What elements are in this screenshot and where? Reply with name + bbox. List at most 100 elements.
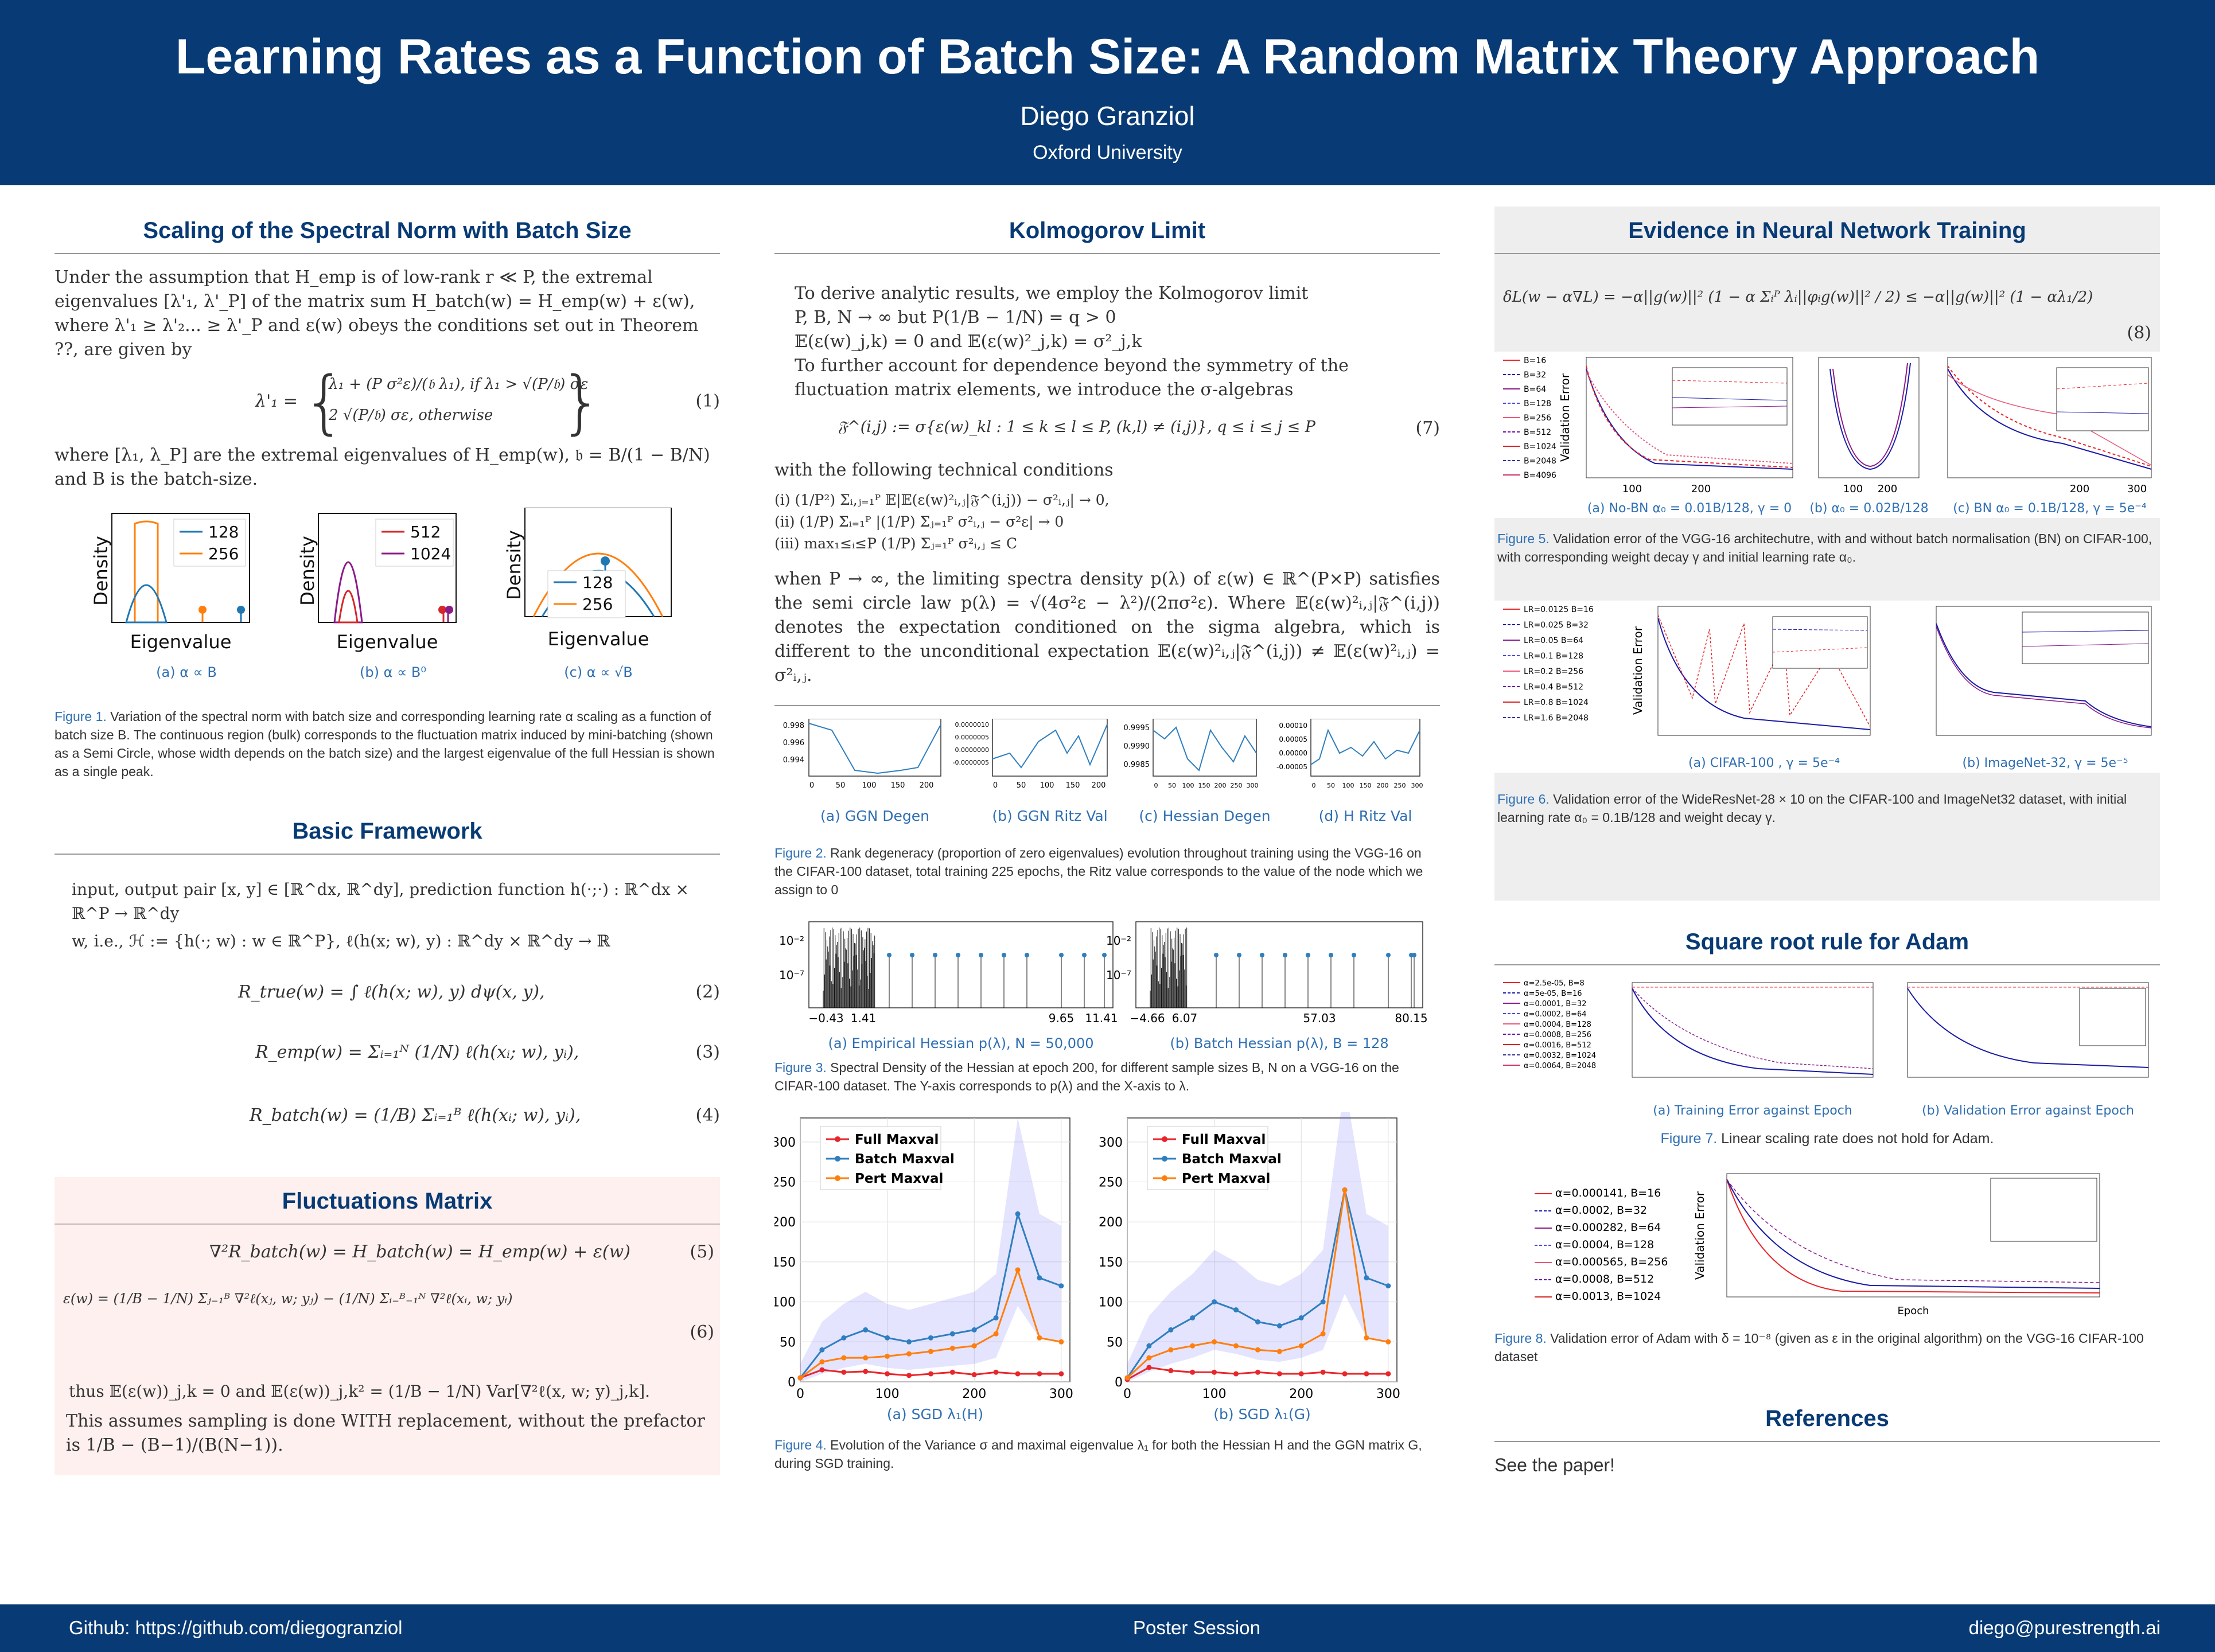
svg-text:0.00000: 0.00000 xyxy=(1279,749,1307,757)
svg-text:200: 200 xyxy=(2070,483,2089,495)
data-point xyxy=(1255,1369,1260,1375)
data-point xyxy=(906,1339,912,1345)
data-point xyxy=(863,1355,869,1361)
data-point xyxy=(1320,1299,1326,1305)
svg-text:(b) Batch Hessian p(λ), B = 12: (b) Batch Hessian p(λ), B = 128 xyxy=(1170,1035,1388,1051)
data-point xyxy=(1212,1339,1217,1345)
svg-text:(a) Empirical Hessian p(λ), N: (a) Empirical Hessian p(λ), N = 50,000 xyxy=(828,1035,1094,1051)
paragraph: This assumes sampling is done WITH repla… xyxy=(66,1411,705,1455)
data-point xyxy=(841,1355,847,1361)
svg-text:Eigenvalue: Eigenvalue xyxy=(337,631,438,653)
figure-1: Density 128 256 Eigenvalue (a) α ∝ B Den… xyxy=(55,507,720,691)
svg-text:6.07: 6.07 xyxy=(1172,1011,1198,1025)
svg-text:200: 200 xyxy=(1691,483,1711,495)
svg-text:128: 128 xyxy=(582,573,613,592)
legend-label: B=32 xyxy=(1524,371,1546,380)
data-point xyxy=(949,1345,955,1351)
legend-label: α=0.0016, B=512 xyxy=(1524,1041,1591,1050)
svg-text:512: 512 xyxy=(410,523,441,541)
legend-label: Batch Maxval xyxy=(1182,1152,1282,1167)
svg-text:256: 256 xyxy=(208,544,239,563)
data-point xyxy=(1037,1335,1042,1341)
data-point xyxy=(1212,1299,1217,1305)
svg-text:-0.0000005: -0.0000005 xyxy=(953,759,989,766)
data-point xyxy=(993,1369,999,1375)
svg-text:Validation Error: Validation Error xyxy=(1558,373,1572,462)
y-tick-label: 300 xyxy=(1099,1136,1123,1150)
data-point xyxy=(1058,1371,1064,1377)
figure-3-caption: Figure 3. Spectral Density of the Hessia… xyxy=(774,1060,1399,1093)
figure-5: B=16 B=32 B=64 B=128 B=256 B=512 B=1024 B=2048 B… xyxy=(1494,352,2160,518)
svg-text:10⁻²: 10⁻² xyxy=(1106,934,1131,948)
section-title: Square root rule for Adam xyxy=(1494,918,2160,965)
x-tick-label: 200 xyxy=(1289,1387,1313,1401)
legend-label: α=0.000282, B=64 xyxy=(1555,1221,1661,1234)
svg-text:250: 250 xyxy=(1394,782,1406,789)
data-point xyxy=(1364,1275,1369,1281)
svg-text:150: 150 xyxy=(1066,781,1080,790)
svg-text:10⁻⁷: 10⁻⁷ xyxy=(1106,968,1131,982)
data-point xyxy=(1058,1339,1064,1345)
data-point xyxy=(1385,1339,1391,1345)
data-point xyxy=(1037,1275,1042,1281)
section-fluctuations-matrix: Fluctuations Matrix ∇²R_batch(w) = H_bat… xyxy=(55,1177,720,1475)
data-point xyxy=(1190,1315,1196,1320)
svg-text:0.994: 0.994 xyxy=(783,756,804,765)
section-title: Scaling of the Spectral Norm with Batch … xyxy=(55,206,720,254)
legend-label: B=256 xyxy=(1524,414,1551,423)
data-point xyxy=(993,1315,999,1320)
email-link[interactable]: diego@purestrength.ai xyxy=(1968,1617,2160,1638)
legend-label: LR=0.8 B=1024 xyxy=(1524,698,1589,707)
y-tick-label: 150 xyxy=(1099,1256,1123,1270)
data-point xyxy=(1276,1323,1282,1328)
svg-text:−0.43: −0.43 xyxy=(808,1011,843,1025)
data-point xyxy=(1190,1343,1196,1349)
legend: Full Maxval Batch Maxval Pert Maxval xyxy=(820,1126,955,1190)
svg-text:Density: Density xyxy=(503,530,525,600)
svg-text:100: 100 xyxy=(1622,483,1642,495)
figure-4: 0 50 100 150 200 250 300 0 100 200 300 Full Maxval B… xyxy=(772,1082,1440,1433)
poster-header: Learning Rates as a Function of Batch Si… xyxy=(0,0,2215,185)
github-link[interactable]: Github: https://github.com/diegogranziol xyxy=(69,1617,403,1638)
data-point xyxy=(1168,1367,1174,1373)
x-tick-label: 100 xyxy=(1202,1387,1227,1401)
svg-text:256: 256 xyxy=(582,595,613,614)
data-point xyxy=(1255,1319,1260,1324)
data-point xyxy=(885,1371,890,1377)
svg-text:Validation Error: Validation Error xyxy=(1631,626,1645,715)
svg-text:10⁻²: 10⁻² xyxy=(779,934,804,948)
svg-text:0.00010: 0.00010 xyxy=(1279,722,1307,730)
y-tick-label: 100 xyxy=(774,1296,796,1310)
legend-label: α=2.5e-05, B=8 xyxy=(1524,979,1585,988)
data-point xyxy=(1255,1347,1260,1353)
data-point xyxy=(1015,1371,1021,1377)
legend: Full Maxval Batch Maxval Pert Maxval xyxy=(1147,1126,1282,1190)
legend-label: LR=0.0125 B=16 xyxy=(1524,605,1594,614)
legend-label: B=512 xyxy=(1524,428,1551,437)
section-title: Fluctuations Matrix xyxy=(55,1177,720,1225)
svg-text:300: 300 xyxy=(1247,782,1259,789)
legend-label: B=4096 xyxy=(1524,471,1556,480)
column-3: Evidence in Neural Network Training δL(w… xyxy=(1494,206,2160,1476)
section-kolmogorov: Kolmogorov Limit To derive analytic resu… xyxy=(774,206,1440,688)
svg-text:Epoch: Epoch xyxy=(1897,1305,1929,1317)
legend-label: Pert Maxval xyxy=(1182,1171,1270,1186)
equation-8: δL(w − α∇L) = −α||g(w)||² (1 − α Σᵢᴾ λᵢ|… xyxy=(1503,289,2151,343)
svg-text:100: 100 xyxy=(1040,781,1054,790)
x-axis-label: Eigenvalue xyxy=(130,631,232,653)
svg-text:(b) ImageNet-32, γ = 5e⁻⁵: (b) ImageNet-32, γ = 5e⁻⁵ xyxy=(1963,756,2128,770)
svg-text:(b) α ∝ B⁰: (b) α ∝ B⁰ xyxy=(360,664,426,680)
y-tick-label: 50 xyxy=(1107,1335,1123,1350)
svg-text:-0.00005: -0.00005 xyxy=(1276,763,1307,771)
data-point xyxy=(928,1371,933,1377)
svg-text:Density: Density xyxy=(297,536,318,606)
figure-4-caption: Figure 4. Evolution of the Variance σ an… xyxy=(774,1437,1422,1471)
variance-band xyxy=(1127,1082,1388,1382)
legend-label: α=5e-05, B=16 xyxy=(1524,989,1582,998)
svg-text:(c) Hessian Degen: (c) Hessian Degen xyxy=(1139,808,1270,824)
data-point xyxy=(1298,1343,1304,1349)
data-point xyxy=(1233,1343,1239,1349)
data-point xyxy=(993,1331,999,1337)
y-tick-label: 0 xyxy=(1115,1376,1123,1390)
y-tick-label: 200 xyxy=(1099,1215,1123,1230)
